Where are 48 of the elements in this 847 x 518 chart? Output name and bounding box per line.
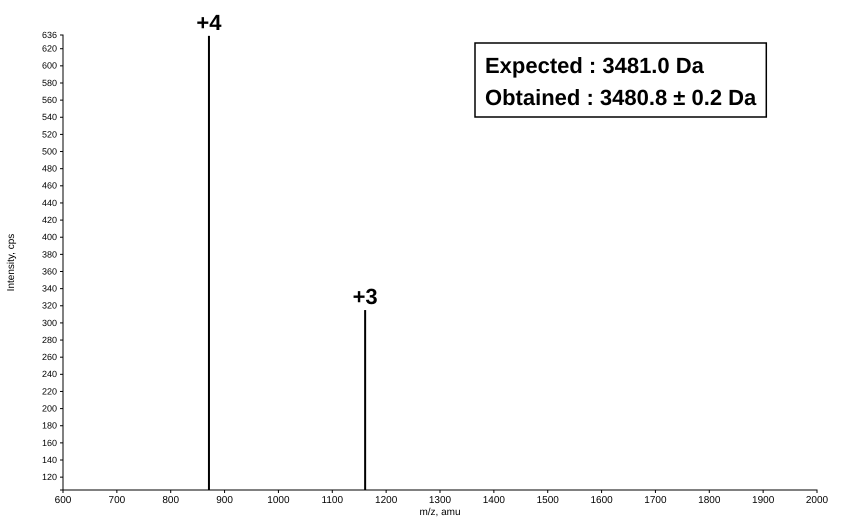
y-tick-label: 636 <box>42 30 57 40</box>
y-tick-label: 620 <box>42 44 57 54</box>
y-tick-label: 480 <box>42 164 57 174</box>
y-tick-label: 320 <box>42 300 57 311</box>
x-tick-label: 1100 <box>322 495 344 506</box>
y-tick-label: 200 <box>42 403 57 414</box>
x-tick-label: 800 <box>162 495 180 506</box>
y-tick-label: 180 <box>42 420 57 431</box>
x-tick-label: 900 <box>216 495 234 506</box>
y-tick-label: 340 <box>42 284 57 294</box>
x-tick-label: 1800 <box>698 495 721 506</box>
y-tick-label: 120 <box>42 472 57 482</box>
annotation: +3 <box>352 284 378 310</box>
annotation: Obtained : 3480.8 ± 0.2 Da <box>485 85 758 110</box>
x-tick-label: 2000 <box>806 495 829 506</box>
x-tick-label: 1200 <box>375 495 398 506</box>
x-tick-label: 600 <box>54 495 72 506</box>
y-tick-label: 380 <box>42 249 57 260</box>
x-tick-label: 1600 <box>590 495 614 506</box>
y-tick-label: 460 <box>42 180 57 191</box>
x-tick-label: 1400 <box>482 495 506 506</box>
y-tick-label: 520 <box>42 129 57 140</box>
x-tick-label: 1900 <box>752 495 775 506</box>
y-tick-label: 260 <box>42 352 57 362</box>
y-axis-title: Intensity, cps <box>6 234 17 292</box>
y-tick-label: 360 <box>42 266 57 276</box>
annotation: +4 <box>196 10 222 35</box>
annotation: Expected : 3481.0 Da <box>485 53 705 78</box>
y-tick-label: 560 <box>42 95 57 105</box>
x-tick-label: 1000 <box>267 495 290 506</box>
x-tick-label: 1300 <box>428 495 452 506</box>
y-tick-label: 160 <box>42 438 57 448</box>
y-tick-label: 540 <box>42 112 57 122</box>
y-tick-label: 500 <box>42 146 57 156</box>
y-tick-label: 280 <box>42 334 57 345</box>
x-tick-label: 700 <box>108 495 126 506</box>
y-tick-label: 600 <box>42 60 57 71</box>
y-tick-label: 440 <box>42 198 57 208</box>
x-axis-title: m/z, amu <box>419 507 461 518</box>
y-tick-label: 580 <box>42 78 57 88</box>
y-tick-label: 420 <box>42 214 57 225</box>
x-tick-label: 1700 <box>644 495 667 506</box>
x-tick-label: 1500 <box>536 495 560 506</box>
y-tick-label: 300 <box>42 318 57 328</box>
y-tick-label: 140 <box>42 454 57 465</box>
y-tick-label: 220 <box>42 386 57 396</box>
y-tick-label: 400 <box>42 232 57 242</box>
y-tick-label: 240 <box>42 369 57 380</box>
